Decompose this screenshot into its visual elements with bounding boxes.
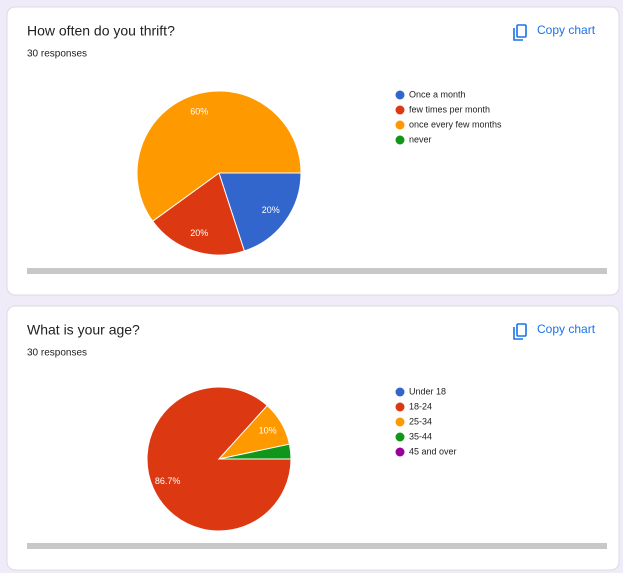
legend-label: never [409,134,432,144]
legend-label: 18-24 [409,401,432,411]
pie-slice [151,172,245,256]
summary-card: How often do you thrift? 30 responses Copy… [6,6,620,296]
question-title: What is your age? [27,322,140,338]
legend-swatch [395,447,405,457]
legend-swatch [395,135,405,145]
response-count: 30 responses [27,49,87,60]
card-background [6,6,620,296]
legend-label: 25-34 [409,416,432,426]
copy-icon-back [516,323,527,337]
slice-label: 10% [259,425,277,435]
pie-slice [136,90,302,222]
scrollbar [27,268,607,274]
pie-slice [218,172,302,252]
slice-label: 86.7% [155,476,181,486]
response-count: 30 responses [27,348,87,359]
legend-swatch [395,402,405,412]
slice-label: 60% [190,107,208,117]
legend-swatch [395,120,405,130]
copy-chart-label[interactable]: Copy chart [537,322,596,336]
card-background [6,305,620,571]
copy-icon-front [513,327,523,340]
legend-swatch [395,417,405,427]
legend-swatch [395,105,405,115]
copy-icon-front [513,28,523,41]
slice-label: 20% [262,205,280,215]
legend-label: 35-44 [409,431,432,441]
legend-label: Under 18 [409,386,446,396]
copy-icon-back [516,24,527,38]
legend-swatch [395,432,405,442]
scrollbar [27,543,607,549]
legend-swatch [395,387,405,397]
legend-label: once every few months [409,119,502,129]
copy-chart-button[interactable]: Copy chart [513,23,596,41]
copy-chart-label[interactable]: Copy chart [537,23,596,37]
copy-chart-button[interactable]: Copy chart [513,322,596,340]
legend-label: 45 and over [409,446,457,456]
legend-swatch [395,90,405,100]
summary-card: What is your age? 30 responses Copy chart U… [6,305,620,571]
question-title: How often do you thrift? [27,23,175,39]
legend-label: few times per month [409,104,490,114]
legend-label: Once a month [409,89,466,99]
slice-label: 20% [190,228,208,238]
